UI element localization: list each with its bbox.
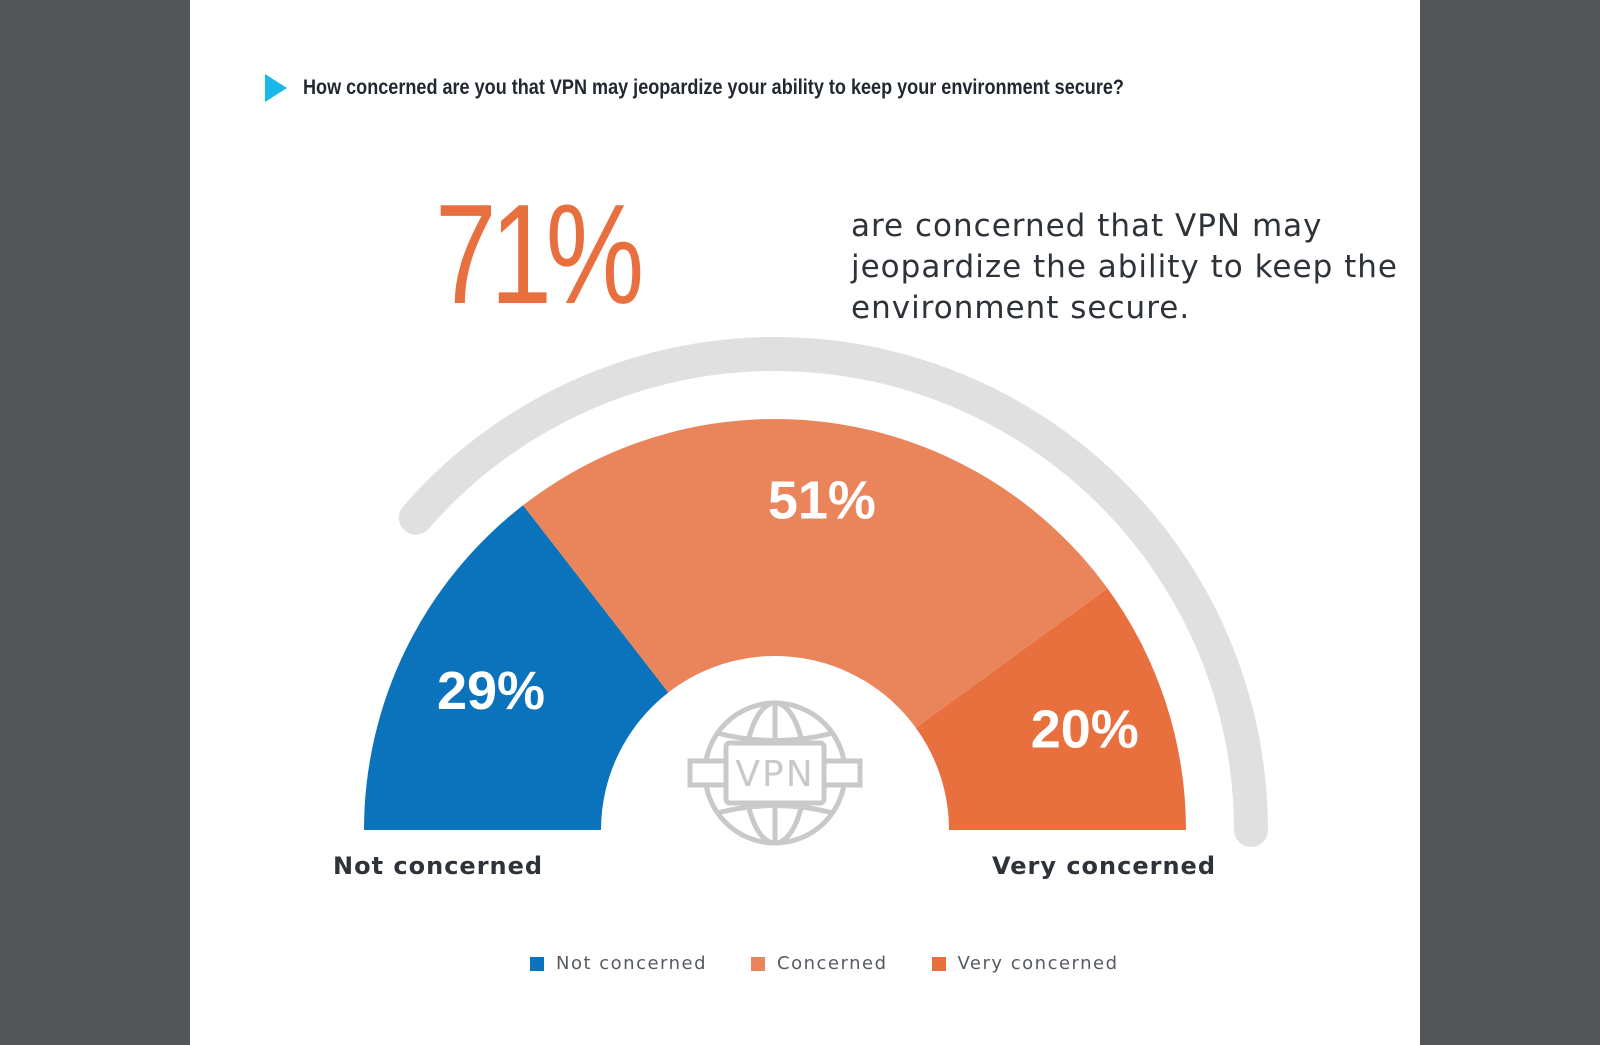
- chart-legend: Not concerned Concerned Very concerned: [530, 953, 1163, 974]
- slice-concerned: [523, 419, 1108, 728]
- headline-text: are concerned that VPN may jeopardize th…: [851, 208, 1398, 326]
- play-arrow-icon: [265, 74, 287, 102]
- legend-item-very-concerned: Very concerned: [931, 953, 1119, 974]
- question-title: How concerned are you that VPN may jeopa…: [303, 76, 1124, 99]
- vpn-globe-icon: [687, 700, 863, 846]
- legend-item-not-concerned: Not concerned: [530, 953, 707, 974]
- slice-label: 29%: [437, 661, 545, 721]
- slice-very-concerned: [915, 588, 1186, 830]
- legend-item-concerned: Concerned: [751, 953, 887, 974]
- slice-label: 51%: [768, 471, 876, 531]
- legend-swatch: [530, 956, 544, 971]
- gauge-right-label: Very concerned: [992, 852, 1216, 880]
- vpn-icon-label: VPN: [735, 754, 814, 795]
- legend-label: Very concerned: [957, 953, 1119, 974]
- legend-label: Concerned: [777, 953, 888, 974]
- gauge-chart: VPN 29% 51% 20% Not concerned Very concern…: [333, 337, 1268, 880]
- question-row: How concerned are you that VPN may jeopa…: [265, 72, 1258, 104]
- slice-not-concerned: [364, 505, 669, 830]
- legend-swatch: [751, 956, 766, 971]
- legend-label: Not concerned: [556, 953, 708, 974]
- slice-label: 20%: [1031, 699, 1139, 759]
- report-page: How concerned are you that VPN may jeopa…: [190, 0, 1420, 1045]
- outer-gauge-arc: [398, 337, 1268, 847]
- gauge-left-label: Not concerned: [333, 852, 543, 880]
- legend-swatch: [931, 956, 946, 971]
- headline-stat: 71%: [435, 175, 644, 334]
